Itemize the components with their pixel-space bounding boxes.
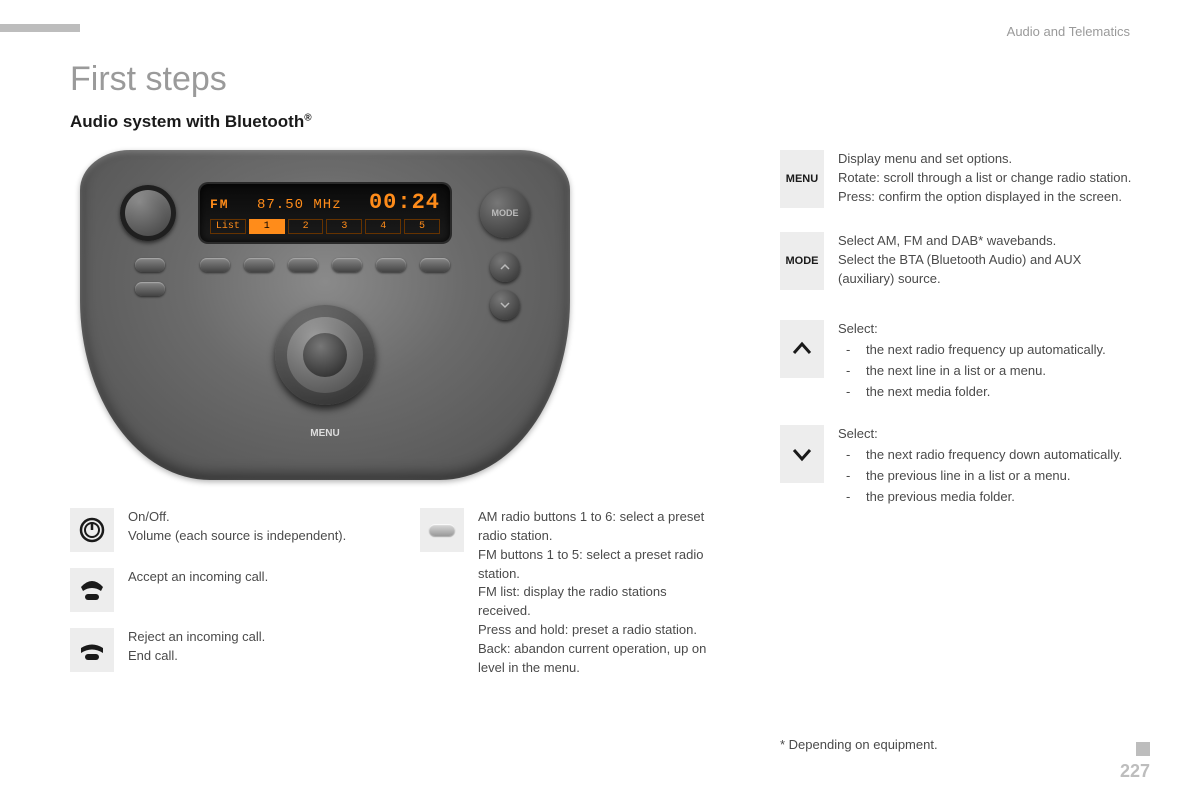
up-bullets: the next radio frequency up automaticall…: [838, 341, 1106, 402]
power-text: On/Off.Volume (each source is independen…: [128, 508, 346, 552]
item-power: On/Off.Volume (each source is independen…: [70, 508, 380, 552]
item-accept-call: Accept an incoming call.: [70, 568, 380, 612]
preset-pill: [332, 258, 362, 272]
display-frequency: 87.50 MHz: [257, 197, 342, 213]
preset-5: 5: [404, 219, 440, 234]
preset-buttons-row: [200, 258, 450, 272]
mode-button: MODE: [480, 188, 530, 238]
subtitle: Audio system with Bluetooth®: [70, 112, 312, 132]
right-descriptions: MENU Display menu and set options.Rotate…: [780, 150, 1140, 525]
pill-button-icon: [420, 508, 464, 552]
phone-accept-pill: [135, 258, 165, 272]
radio-unit-diagram: FM 87.50 MHz 00:24 List 1 2 3 4 5 MODE: [80, 150, 570, 480]
accept-call-text: Accept an incoming call.: [128, 568, 268, 612]
item-up: Select: the next radio frequency up auto…: [780, 320, 1140, 403]
preset-list: List: [210, 219, 246, 234]
phone-reject-icon: [70, 628, 114, 672]
down-bullets: the next radio frequency down automatica…: [838, 446, 1122, 507]
corner-marker: [1136, 742, 1150, 756]
radio-display: FM 87.50 MHz 00:24 List 1 2 3 4 5: [200, 184, 450, 242]
power-volume-knob: [120, 185, 176, 241]
item-preset-buttons: AM radio buttons 1 to 6: select a preset…: [420, 508, 710, 678]
preset-pill: [288, 258, 318, 272]
menu-text: Display menu and set options.Rotate: scr…: [838, 150, 1131, 208]
up-arrow-button: [490, 252, 520, 282]
preset-pill: [420, 258, 450, 272]
item-reject-call: Reject an incoming call.End call.: [70, 628, 380, 672]
page-title: First steps: [70, 60, 227, 99]
preset-pill: [244, 258, 274, 272]
item-mode: MODE Select AM, FM and DAB* wavebands.Se…: [780, 232, 1140, 290]
chevron-down-icon: [780, 425, 824, 483]
radio-body: FM 87.50 MHz 00:24 List 1 2 3 4 5 MODE: [80, 150, 570, 480]
section-label: Audio and Telematics: [1007, 24, 1130, 39]
power-icon: [70, 508, 114, 552]
chevron-up-icon: [780, 320, 824, 378]
up-text: Select: the next radio frequency up auto…: [838, 320, 1106, 403]
preset-2: 2: [288, 219, 324, 234]
down-arrow-button: [490, 290, 520, 320]
phone-accept-icon: [70, 568, 114, 612]
phone-reject-pill: [135, 282, 165, 296]
preset-1: 1: [249, 219, 285, 234]
item-down: Select: the next radio frequency down au…: [780, 425, 1140, 508]
mode-text-icon: MODE: [780, 232, 824, 290]
top-accent-bar: [0, 24, 80, 32]
preset-buttons-text: AM radio buttons 1 to 6: select a preset…: [478, 508, 710, 678]
subtitle-text: Audio system with Bluetooth: [70, 112, 304, 131]
preset-pill: [200, 258, 230, 272]
menu-text-icon: MENU: [780, 150, 824, 208]
mode-text: Select AM, FM and DAB* wavebands.Select …: [838, 232, 1140, 290]
preset-pill: [376, 258, 406, 272]
display-band: FM: [210, 197, 230, 212]
footnote: * Depending on equipment.: [780, 737, 938, 752]
menu-knob: [275, 305, 375, 405]
reject-call-text: Reject an incoming call.End call.: [128, 628, 265, 672]
preset-3: 3: [326, 219, 362, 234]
item-menu: MENU Display menu and set options.Rotate…: [780, 150, 1140, 208]
display-presets: List 1 2 3 4 5: [210, 219, 440, 234]
left-descriptions: On/Off.Volume (each source is independen…: [70, 508, 380, 688]
preset-4: 4: [365, 219, 401, 234]
down-text: Select: the next radio frequency down au…: [838, 425, 1122, 508]
page-number: 227: [1120, 761, 1150, 782]
middle-descriptions: AM radio buttons 1 to 6: select a preset…: [420, 508, 710, 694]
menu-knob-label: MENU: [80, 428, 570, 439]
display-time: 00:24: [369, 190, 440, 215]
